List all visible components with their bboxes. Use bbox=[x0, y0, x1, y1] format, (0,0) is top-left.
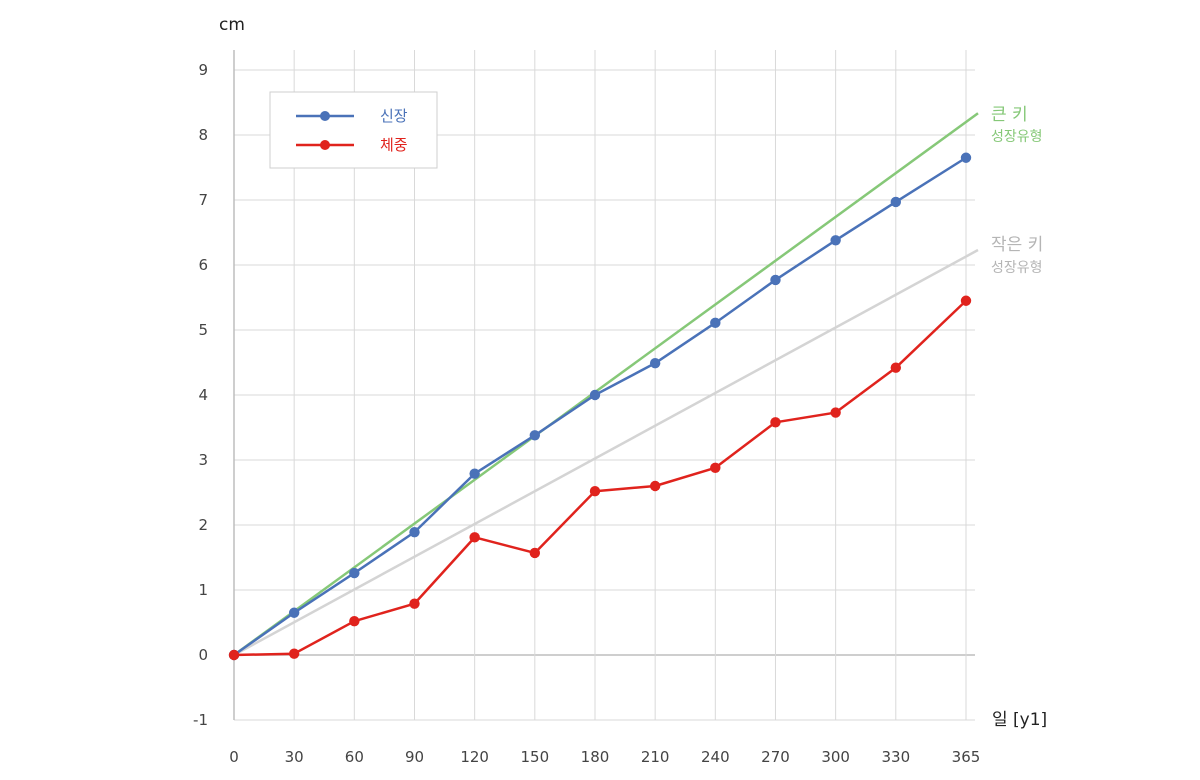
data-point-weight bbox=[529, 547, 541, 559]
x-axis-unit-label: 일 [y1] bbox=[992, 710, 1047, 730]
data-point-height bbox=[469, 468, 480, 479]
y-tick-label: 9 bbox=[198, 61, 208, 79]
series-layer bbox=[228, 152, 972, 661]
y-tick-label: 3 bbox=[198, 451, 208, 469]
y-axis-unit-label: cm bbox=[219, 15, 245, 35]
data-point-weight bbox=[589, 486, 601, 497]
data-point-weight bbox=[409, 598, 420, 609]
x-tick-label: 210 bbox=[641, 748, 670, 766]
series-line-weight bbox=[233, 299, 967, 657]
reference-line-labels: 큰 키 성장유형 작은 키 성장유형 bbox=[991, 105, 1043, 276]
y-tick-label: 2 bbox=[198, 516, 208, 534]
data-point-weight bbox=[288, 648, 300, 659]
x-tick-label: 120 bbox=[460, 748, 489, 766]
y-tick-label: 1 bbox=[198, 581, 208, 599]
data-point-weight bbox=[710, 462, 721, 473]
data-point-height bbox=[589, 389, 601, 401]
data-point-height bbox=[409, 526, 420, 538]
x-tick-label: 0 bbox=[229, 748, 239, 766]
data-point-height bbox=[710, 317, 721, 329]
x-tick-label: 330 bbox=[881, 748, 910, 766]
x-tick-label: 365 bbox=[952, 748, 981, 766]
data-point-height bbox=[349, 567, 360, 579]
data-point-weight bbox=[830, 407, 841, 418]
x-tick-label: 300 bbox=[821, 748, 850, 766]
y-tick-label: 5 bbox=[198, 321, 208, 339]
y-tick-label: -1 bbox=[193, 711, 208, 729]
x-tick-label: 30 bbox=[285, 748, 304, 766]
legend-label-weight: 체중 bbox=[380, 136, 408, 154]
data-point-height bbox=[830, 235, 841, 246]
legend: 신장 체중 bbox=[269, 91, 438, 169]
legend-label-height: 신장 bbox=[380, 107, 408, 125]
data-point-height bbox=[770, 274, 781, 286]
ref-label-short-subtitle: 성장유형 bbox=[991, 260, 1043, 276]
legend-swatch-height-marker bbox=[320, 111, 330, 121]
ref-label-tall-subtitle: 성장유형 bbox=[991, 129, 1043, 145]
x-tick-label: 180 bbox=[581, 748, 610, 766]
data-point-height bbox=[960, 152, 972, 163]
y-tick-label: 7 bbox=[198, 191, 208, 209]
ref-label-tall-title: 큰 키 bbox=[991, 105, 1028, 125]
data-point-height bbox=[288, 607, 300, 618]
data-point-height bbox=[890, 196, 902, 208]
data-point-weight bbox=[349, 616, 360, 627]
ref-line-short bbox=[233, 248, 979, 657]
y-tick-label: 0 bbox=[198, 646, 208, 664]
data-point-height bbox=[649, 357, 661, 369]
data-point-weight bbox=[469, 532, 480, 543]
x-tick-label: 150 bbox=[521, 748, 550, 766]
x-tick-label: 240 bbox=[701, 748, 730, 766]
data-point-weight bbox=[890, 362, 902, 373]
data-point-weight bbox=[770, 417, 781, 428]
y-tick-label: 4 bbox=[198, 386, 208, 404]
ref-line-tall bbox=[233, 112, 979, 657]
y-tick-label: 8 bbox=[198, 126, 208, 144]
data-point-height bbox=[529, 430, 541, 441]
y-tick-label: 6 bbox=[198, 256, 208, 274]
data-point-weight bbox=[228, 649, 240, 661]
legend-box bbox=[269, 91, 438, 169]
data-point-weight bbox=[649, 480, 661, 492]
x-tick-label: 60 bbox=[345, 748, 364, 766]
ref-label-short-title: 작은 키 bbox=[991, 235, 1043, 255]
legend-swatch-weight-marker bbox=[320, 140, 330, 150]
data-point-weight bbox=[960, 295, 972, 306]
x-tick-label: 90 bbox=[405, 748, 424, 766]
series-line-height bbox=[233, 156, 967, 657]
grid-layer bbox=[233, 50, 975, 721]
x-tick-label: 270 bbox=[761, 748, 790, 766]
reference-lines-layer bbox=[233, 112, 979, 657]
